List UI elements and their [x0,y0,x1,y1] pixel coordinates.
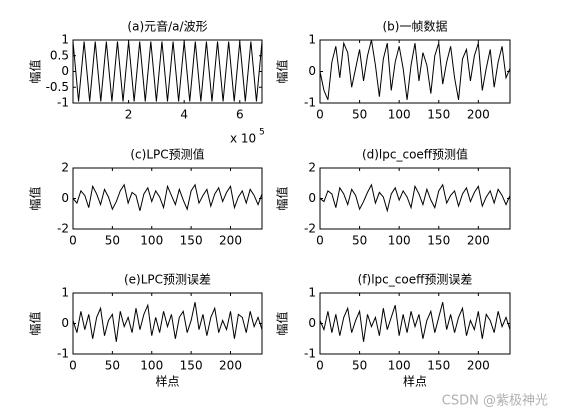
x-scale-base: x 10 [230,132,256,146]
x-tick-label: 100 [388,234,411,248]
y-axis-label: 幅值 [28,311,43,335]
x-tick-label: 200 [467,108,490,122]
y-tick-label: -0.5 [46,80,69,94]
x-tick-label: 50 [352,234,367,248]
y-tick-label: 0.5 [50,48,69,62]
x-tick-label: 0 [69,359,77,373]
x-scale-exponent: 5 [259,128,265,138]
y-tick-label: 1 [308,286,316,300]
plot-area [73,41,262,102]
x-tick-label: 50 [105,359,120,373]
x-axis-label: 样点 [155,374,179,389]
signal-line [320,40,510,101]
signal-line [73,302,262,342]
y-tick-label: 0 [308,191,316,205]
x-tick-label: 200 [219,234,242,248]
y-tick-label: 0 [61,316,69,330]
x-tick-label: 150 [427,234,450,248]
x-tick-label: 50 [105,234,120,248]
signal-line [73,183,262,211]
plot-area [320,40,510,101]
y-tick-label: -1 [57,347,69,361]
y-tick-label: 1 [308,33,316,47]
y-axis-label: 幅值 [28,59,43,83]
x-tick-label: 100 [388,359,411,373]
plot-area [73,183,262,211]
y-axis-label: 幅值 [275,186,290,210]
x-tick-label: 50 [352,359,367,373]
x-tick-label: 50 [352,108,367,122]
signal-line [320,183,510,213]
x-tick-label: 200 [467,234,490,248]
y-tick-label: 2 [308,161,316,175]
subplot-title: (c)LPC预测值 [130,147,204,162]
subplot-title: (b)一帧数据 [383,19,448,34]
subplot-title: (e)LPC预测误差 [124,273,211,287]
y-axis-label: 幅值 [28,186,43,210]
y-tick-label: -1 [304,347,316,361]
x-tick-label: 4 [180,108,188,122]
x-tick-label: 2 [125,108,133,122]
x-tick-label: 150 [180,234,203,248]
y-tick-label: 0 [308,64,316,78]
y-tick-label: 0 [61,191,69,205]
plot-area [320,302,510,342]
x-tick-label: 6 [236,108,244,122]
y-tick-label: 0 [308,316,316,330]
x-tick-label: 150 [180,359,203,373]
plot-area [320,183,510,213]
x-tick-label: 150 [427,108,450,122]
signal-line [73,41,262,102]
x-tick-label: 100 [388,108,411,122]
watermark: CSDN @紫极神光 [442,394,548,409]
y-tick-label: -1 [304,96,316,110]
x-tick-label: 0 [316,359,324,373]
x-tick-label: 100 [140,359,163,373]
y-axis-label: 幅值 [275,311,290,335]
subplot-title: (d)lpc_coeff预测值 [362,147,468,162]
signal-line [320,302,510,342]
x-tick-label: 0 [316,234,324,248]
y-tick-label: 2 [61,161,69,175]
x-axis-label: 样点 [403,374,427,389]
y-axis-label: 幅值 [275,59,290,83]
x-tick-label: 0 [316,108,324,122]
x-tick-label: 200 [467,359,490,373]
y-tick-label: -2 [304,222,316,236]
plot-area [73,302,262,342]
subplot-title: (f)lpc_coeff预测误差 [358,273,473,287]
subplot-title: (a)元音/a/波形 [127,19,207,34]
x-tick-label: 0 [69,234,77,248]
y-tick-label: 1 [61,286,69,300]
y-tick-label: 0 [61,64,69,78]
y-tick-label: 1 [61,33,69,47]
x-tick-label: 150 [427,359,450,373]
y-tick-label: -2 [57,222,69,236]
y-tick-label: -1 [57,96,69,110]
x-tick-label: 200 [219,359,242,373]
x-tick-label: 100 [140,234,163,248]
